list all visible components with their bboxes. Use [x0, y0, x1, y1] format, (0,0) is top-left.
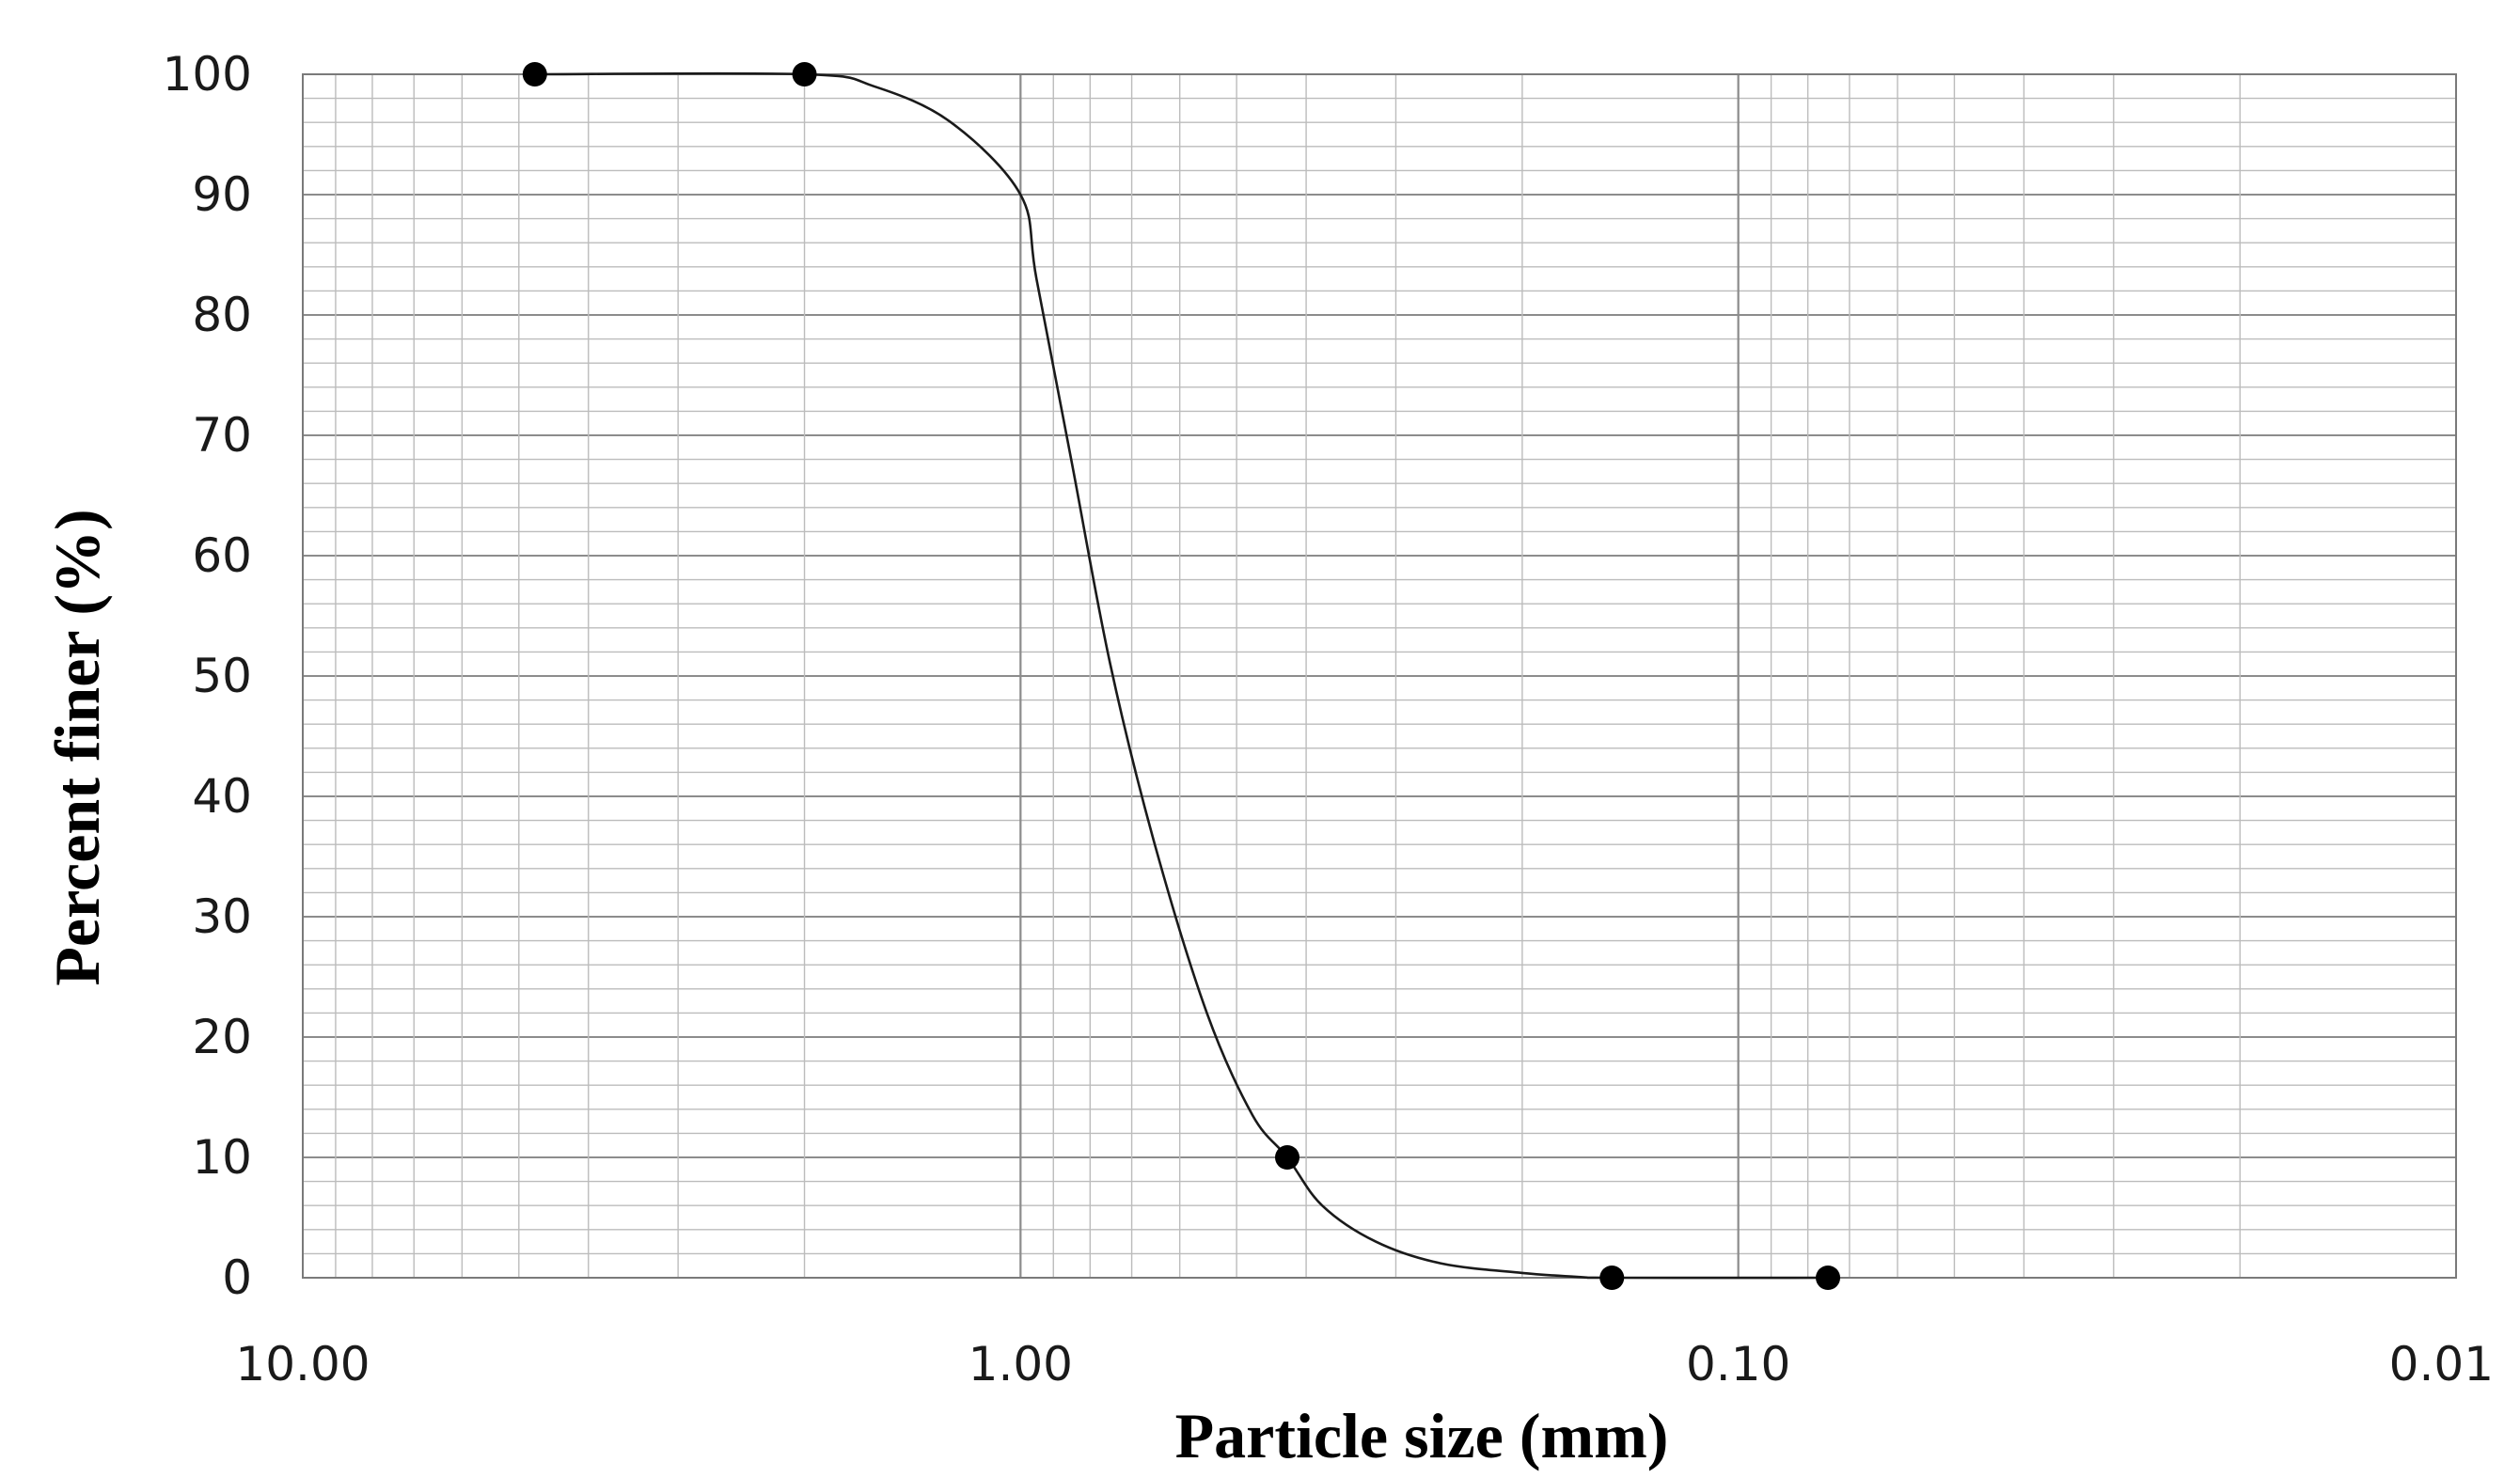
- y-tick-label: 20: [192, 1010, 252, 1064]
- y-tick-label: 50: [192, 649, 252, 703]
- y-tick-label: 80: [192, 288, 252, 342]
- y-tick-label: 30: [192, 889, 252, 944]
- tick-labels: 0 10 20 30 40 50 60 70 80 90 100 10.00 1.00 0.10 0.01: [163, 47, 2494, 1392]
- x-axis-title: Particle size (mm): [1175, 1400, 1669, 1471]
- plot-frame: [302, 73, 2457, 1279]
- gradation-curve: [534, 71, 1829, 1280]
- y-tick-label: 0: [222, 1250, 252, 1305]
- data-point-marker: [1599, 1266, 1625, 1290]
- x-tick-label: 1.00: [969, 1337, 1073, 1392]
- data-point-marker: [1816, 1266, 1841, 1290]
- x-tick-label: 0.01: [2389, 1337, 2494, 1392]
- y-tick-label: 60: [192, 528, 252, 583]
- grid: [302, 73, 2457, 1279]
- x-tick-label: 10.00: [235, 1337, 370, 1392]
- data-point-marker: [522, 62, 547, 86]
- y-tick-label: 90: [192, 167, 252, 222]
- y-tick-label: 40: [192, 769, 252, 824]
- curve-layer: [534, 71, 1829, 1280]
- data-point-marker: [792, 62, 817, 86]
- y-tick-label: 100: [163, 47, 252, 102]
- y-tick-label: 10: [192, 1130, 252, 1185]
- data-point-marker: [1274, 1145, 1299, 1170]
- y-tick-label: 70: [192, 408, 252, 463]
- x-tick-label: 0.10: [1686, 1337, 1790, 1392]
- marker-layer: [522, 62, 1841, 1290]
- y-axis-title: Percent finer (%): [41, 509, 113, 985]
